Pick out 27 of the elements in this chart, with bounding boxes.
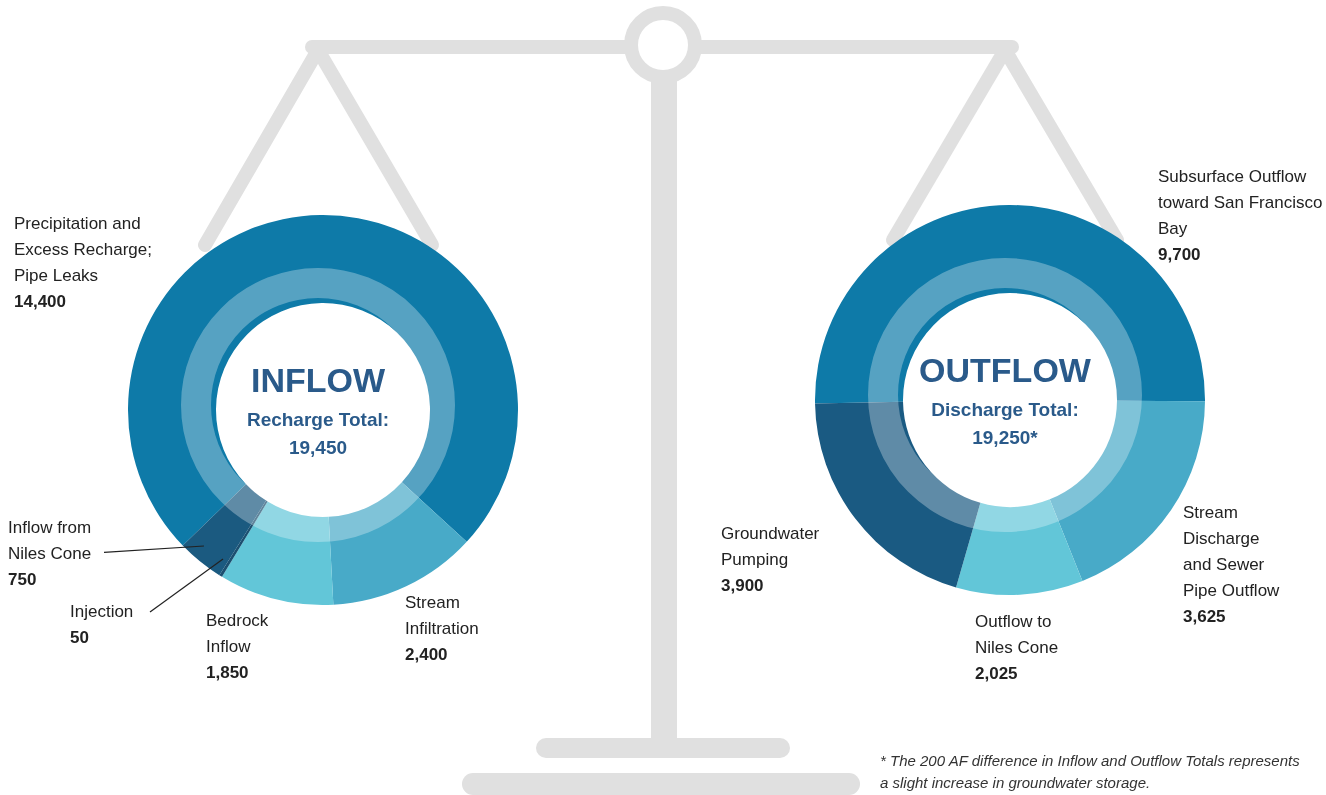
data-label: 50	[70, 627, 90, 649]
slice-label: Stream Infiltration	[405, 592, 480, 640]
text: OUTFLOW	[918, 350, 1092, 390]
data-label: 2,400	[405, 644, 449, 666]
slice-label: Outflow to Niles Cone	[975, 611, 1060, 659]
donut-slice	[222, 501, 334, 605]
data-label: 3,900	[721, 575, 765, 597]
data-label: 750	[8, 569, 38, 591]
text: INFLOW	[249, 360, 387, 400]
data-label: 14,400	[14, 291, 67, 313]
data-label: 3,625	[1183, 606, 1227, 628]
data-label: 2,025	[975, 663, 1019, 685]
slice-label: Groundwater Pumping	[721, 523, 821, 571]
slice-label: Subsurface Outflow toward San Francisco Bay	[1158, 166, 1323, 240]
text: Recharge Total: 19,450	[245, 408, 391, 460]
data-label: 1,850	[206, 662, 250, 684]
data-label: 9,700	[1158, 244, 1202, 266]
donut-slice	[182, 484, 267, 576]
slice-label: Injection	[70, 601, 135, 623]
text: Discharge Total: 19,250*	[930, 398, 1080, 450]
slice-label: Bedrock Inflow	[206, 610, 270, 658]
slice-label: Precipitation and Excess Recharge; Pipe Leaks	[14, 213, 153, 287]
donut-slice	[219, 500, 268, 577]
slice-label: Inflow from Niles Cone	[8, 517, 93, 565]
donut-slice	[956, 499, 1083, 595]
slice-label: Stream Discharge and Sewer Pipe Outflow	[1183, 502, 1281, 602]
text: * The 200 AF difference in Inflow and Outflow Totals represents a slight increase in groundwater storage.	[880, 751, 1301, 793]
